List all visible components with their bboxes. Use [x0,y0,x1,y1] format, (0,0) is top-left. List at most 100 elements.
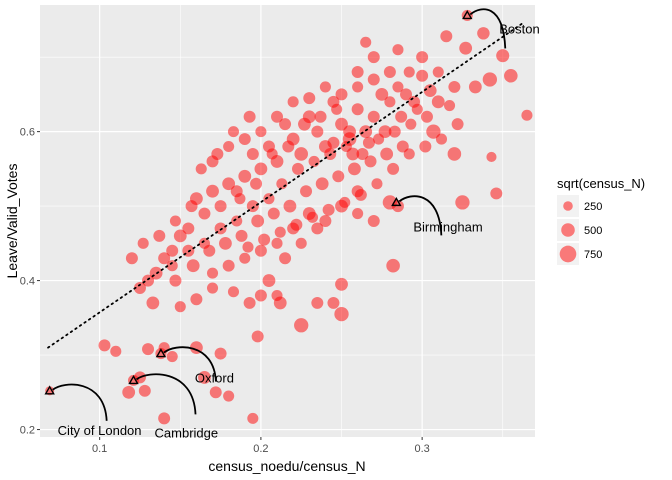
data-point [287,96,299,108]
data-point [185,200,198,213]
data-point [411,103,423,115]
data-point [266,148,278,160]
data-point [122,385,136,399]
data-point [214,347,227,360]
data-point [314,110,327,123]
data-point [351,103,364,116]
data-point [354,188,367,201]
data-point [223,140,235,153]
data-point [251,330,264,343]
data-point [403,148,415,160]
data-point [311,125,324,138]
data-point [459,41,473,55]
data-point [303,92,316,105]
annotation-marker [462,10,473,20]
data-point [403,66,415,78]
data-point [255,126,267,138]
data-point [504,68,518,83]
data-point [279,118,292,131]
annotation-marker [44,385,55,395]
data-point [214,200,227,213]
data-point [227,286,240,298]
data-point [206,184,219,198]
data-point [45,386,55,396]
data-point [138,384,151,397]
data-point [222,177,236,191]
data-point [423,84,437,98]
data-point [451,118,464,131]
data-point [367,51,380,64]
data-point [306,211,319,223]
data-point [211,147,224,160]
data-point [169,215,181,227]
legend-label: 750 [584,249,602,261]
data-point [447,147,462,161]
data-point [521,109,533,121]
data-point [348,162,361,176]
data-point [496,49,510,63]
data-point [222,259,235,272]
legend-label: 250 [584,201,602,213]
data-point [263,193,275,205]
data-point [291,162,304,175]
legend-key-point [561,223,575,237]
legend-title: sqrt(census_N) [557,176,645,191]
data-point [435,133,448,145]
data-point [332,170,345,183]
data-point [486,151,497,163]
x-tick-label: 0.1 [92,443,107,455]
data-point [294,147,308,161]
data-point [343,125,356,139]
data-point [110,345,122,357]
data-point [137,237,149,249]
data-point [360,36,372,48]
data-point [331,103,343,115]
data-point [356,147,369,160]
data-point [335,88,348,101]
data-point [371,178,383,190]
data-point [362,136,375,149]
annotation-arrow [398,195,443,236]
data-point [125,252,138,265]
data-points [45,9,533,425]
data-point [311,296,324,309]
data-point [395,110,408,123]
data-point [383,66,396,79]
data-point [195,163,207,175]
annotation-arrow [163,346,217,382]
annotation-label: Cambridge [155,425,219,440]
data-point [311,222,324,235]
legend: sqrt(census_N) 250 500 750 [557,176,645,265]
y-axis-title: Leave/Valid_Votes [4,164,20,279]
data-point [174,301,186,313]
x-tick-label: 0.2 [253,443,268,455]
data-point [271,289,283,302]
data-point [298,117,311,131]
data-point [142,274,155,287]
data-point [198,207,211,220]
data-point [308,155,320,167]
data-point [346,147,360,161]
data-point [322,203,335,216]
data-point [247,412,259,424]
data-point [387,162,400,175]
data-point [198,371,211,384]
data-point [262,274,276,287]
data-point [258,233,271,246]
data-point [420,110,433,123]
data-point [246,147,259,160]
data-point [209,386,222,399]
data-point [386,258,400,273]
data-point [294,318,309,333]
data-point [239,252,251,264]
data-point [166,351,178,363]
data-point [142,343,155,356]
data-point [490,187,503,200]
plot-panel [40,5,535,437]
y-tick-label: 0.4 [20,276,35,288]
data-point [242,241,254,253]
annotation-label: Boston [499,21,539,36]
data-point [158,412,171,425]
data-point [173,229,187,243]
